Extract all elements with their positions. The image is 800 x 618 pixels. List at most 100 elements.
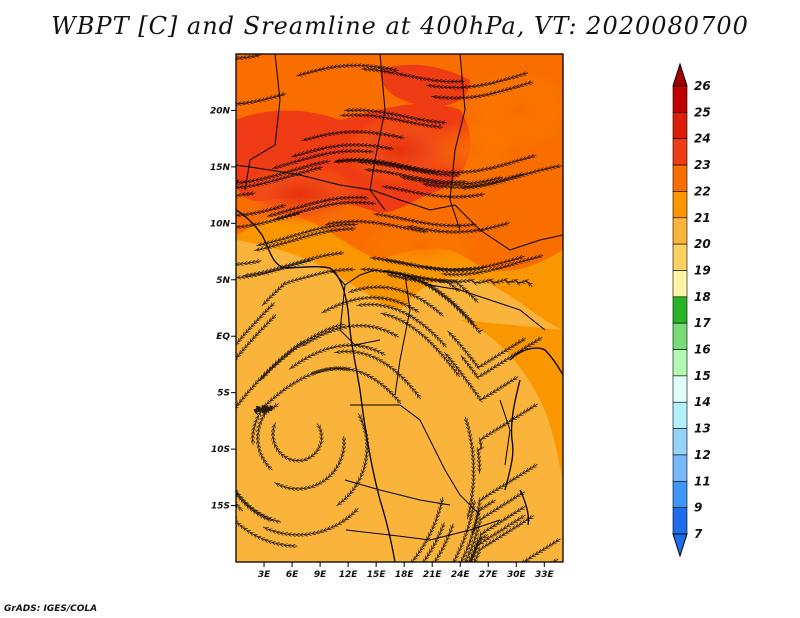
colorbar-label: 24: [694, 132, 711, 146]
streamline: [236, 493, 298, 546]
streamline: [473, 559, 559, 562]
colorbar-swatch: [672, 191, 688, 219]
streamline: [343, 110, 448, 123]
streamline: [236, 438, 273, 521]
colorbar-label: 20: [694, 237, 711, 251]
colorbar-swatch: [672, 270, 688, 298]
lake-victoria-shore: [509, 347, 563, 376]
streamline: [236, 260, 313, 278]
colorbar-swatch: [672, 401, 688, 429]
colorbar: 26 25 24 23 22 21 20 19 18 17 16 15 14 13 12 11 9 7: [672, 62, 711, 558]
streamline: [236, 212, 302, 227]
grads-credit: GrADS: IGES/COLA: [4, 604, 98, 614]
lon-tick-label: 6E: [286, 570, 299, 580]
colorbar-swatch: [672, 112, 688, 140]
colorbar-label: 13: [694, 422, 711, 436]
streamline: [301, 326, 399, 347]
colorbar-top-arrow: [672, 62, 688, 87]
colorbar-label: 23: [694, 158, 711, 172]
streamline: [296, 66, 399, 77]
colorbar-swatch: [672, 217, 688, 245]
colorbar-swatch: [672, 349, 688, 377]
lake-tanganyika-shore: [504, 379, 521, 491]
colorbar-label: 26: [694, 79, 711, 93]
streamline: [291, 145, 394, 157]
lon-tick-label: 27E: [479, 570, 499, 580]
streamline: [475, 539, 561, 562]
lat-tick-label: 15N: [210, 163, 231, 173]
lon-tick-label: 18E: [395, 570, 415, 580]
colorbar-swatch: [672, 138, 688, 166]
colorbar-label: 22: [694, 184, 711, 198]
lat-tick-label: 20N: [210, 106, 231, 116]
streamline: [383, 271, 479, 303]
lake-malawi-shore: [519, 489, 530, 526]
colorbar-swatch: [672, 507, 688, 535]
atlantic-coastline: [236, 209, 396, 562]
streamline: [381, 186, 485, 197]
lon-tick-label: 9E: [314, 570, 327, 580]
lon-tick-label: 24E: [451, 570, 471, 580]
streamline: [336, 413, 367, 507]
lat-tick-label: 10N: [210, 219, 231, 229]
lon-tick-label: 30E: [507, 570, 527, 580]
colorbar-label: 16: [694, 343, 711, 357]
streamline: [434, 155, 537, 172]
streamline: [425, 73, 529, 88]
colorbar-swatch: [672, 164, 688, 192]
colorbar-swatch: [672, 322, 688, 350]
streamline: [236, 185, 256, 196]
colorbar-label: 19: [694, 263, 711, 277]
lat-tick-label: 5N: [216, 276, 230, 286]
latitude-axis: 20N 15N 10N 5N EQ 5S 10S 15S: [210, 106, 236, 512]
colorbar-label: 25: [694, 105, 711, 119]
map-frame: [235, 53, 564, 563]
map-title: WBPT [C] and Sreamline at 400hPa, VT: 20…: [51, 12, 749, 40]
lon-tick-label: 21E: [423, 570, 443, 580]
colorbar-label: 9: [694, 501, 702, 515]
colorbar-bottom-arrow: [672, 533, 688, 558]
longitude-axis: 3E 6E 9E 12E 15E 18E 21E 24E 27E 30E 33E: [258, 562, 555, 580]
streamline: [273, 422, 322, 461]
colorbar-label: 14: [694, 395, 711, 409]
streamline: [478, 404, 539, 474]
lat-tick-label: EQ: [216, 332, 230, 342]
streamline: [236, 49, 261, 59]
lon-tick-label: 12E: [339, 570, 359, 580]
colorbar-swatch: [672, 85, 688, 113]
lat-tick-label: 10S: [211, 445, 230, 455]
colorbar-swatch: [672, 428, 688, 456]
streamline: [259, 369, 351, 412]
colorbar-label: 12: [694, 448, 711, 462]
streamline: [236, 167, 324, 188]
colorbar-label: 17: [694, 316, 711, 330]
lat-tick-label: 15S: [211, 502, 230, 512]
map-area: [236, 49, 563, 562]
colorbar-swatch: [672, 296, 688, 324]
coastlines-borders: [236, 209, 563, 562]
colorbar-label: 18: [694, 290, 711, 304]
lat-tick-label: 5S: [217, 389, 230, 399]
lon-tick-label: 15E: [367, 570, 387, 580]
streamline: [334, 352, 421, 400]
country-borders: [236, 54, 563, 541]
lon-tick-label: 3E: [258, 570, 271, 580]
colorbar-label: 21: [694, 211, 711, 225]
colorbar-swatch: [672, 454, 688, 482]
streamlines: [236, 49, 562, 562]
streamline: [447, 330, 527, 368]
streamline: [236, 94, 287, 105]
streamline: [370, 258, 474, 270]
streamline: [429, 534, 489, 562]
colorbar-label: 11: [694, 474, 711, 488]
streamline: [301, 132, 405, 141]
colorbar-swatch: [672, 480, 688, 508]
colorbar-swatch: [672, 375, 688, 403]
colorbar-swatch: [672, 243, 688, 271]
colorbar-label: 15: [694, 369, 711, 383]
streamline: [390, 497, 443, 562]
lon-tick-label: 33E: [535, 570, 555, 580]
streamline: [422, 174, 525, 188]
